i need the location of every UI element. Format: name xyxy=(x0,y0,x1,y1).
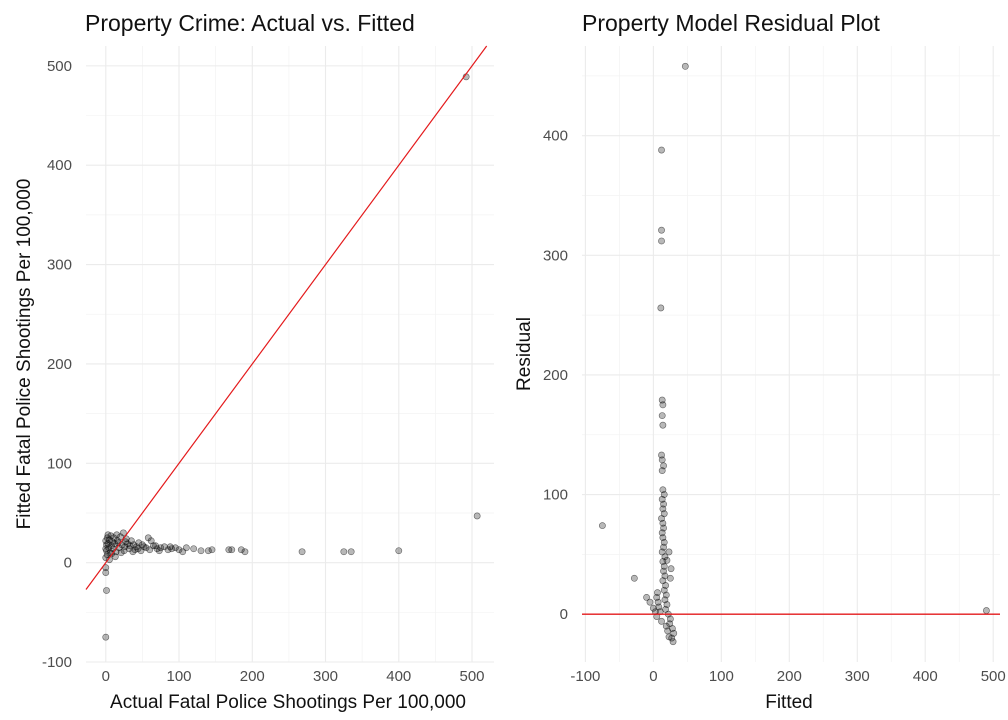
y-axis-label: Residual xyxy=(514,317,535,391)
data-point xyxy=(129,548,137,556)
data-point xyxy=(298,548,306,556)
data-point xyxy=(646,598,654,606)
x-tick-label: 100 xyxy=(709,668,734,685)
data-point xyxy=(117,549,125,557)
data-point xyxy=(179,548,187,556)
data-point xyxy=(197,547,205,555)
data-point xyxy=(649,604,657,612)
x-tick-label: 0 xyxy=(649,668,657,685)
data-point xyxy=(643,594,650,601)
data-point xyxy=(152,542,159,550)
y-tick-label: 100 xyxy=(543,487,568,504)
data-point xyxy=(983,607,990,614)
data-point xyxy=(103,587,110,594)
data-point xyxy=(654,589,661,597)
data-point xyxy=(225,546,233,554)
data-point xyxy=(144,534,152,542)
data-point xyxy=(155,547,163,555)
data-point xyxy=(126,542,134,550)
x-tick-label: 100 xyxy=(167,668,192,685)
data-point xyxy=(111,553,119,561)
data-point xyxy=(667,565,675,573)
data-point xyxy=(395,547,403,555)
x-tick-label: 200 xyxy=(777,668,802,685)
data-point xyxy=(146,546,154,554)
x-axis-label: Actual Fatal Police Shootings Per 100,00… xyxy=(110,692,466,713)
data-point xyxy=(102,537,110,545)
data-point xyxy=(659,421,667,429)
x-tick-label: -100 xyxy=(570,668,600,685)
x-tick-label: 300 xyxy=(845,668,870,685)
data-point xyxy=(657,304,665,312)
data-point xyxy=(658,617,665,625)
data-point xyxy=(662,622,670,630)
data-point xyxy=(666,574,674,582)
data-point xyxy=(658,456,666,464)
data-point xyxy=(663,556,671,564)
grid xyxy=(86,46,494,663)
data-point xyxy=(473,512,481,520)
data-point xyxy=(340,548,348,556)
y-tick-label: 400 xyxy=(47,157,72,174)
residual-panel: Property Model Residual Plot Fitted Resi… xyxy=(514,10,1006,713)
x-tick-label: 400 xyxy=(386,668,411,685)
y-axis-label: Fitted Fatal Police Shootings Per 100,00… xyxy=(14,179,35,530)
chart-title: Property Model Residual Plot xyxy=(582,10,880,36)
data-point xyxy=(122,538,129,546)
data-point xyxy=(659,401,667,409)
data-point xyxy=(175,546,183,554)
data-point xyxy=(658,412,666,419)
y-tick-label: 300 xyxy=(543,247,568,264)
data-point xyxy=(658,237,665,245)
x-tick-label: 200 xyxy=(240,668,265,685)
grid xyxy=(582,46,1000,662)
data-point xyxy=(102,545,110,553)
data-point xyxy=(665,633,673,641)
x-tick-label: 300 xyxy=(313,668,338,685)
y-tick-label: 200 xyxy=(47,356,72,373)
data-point xyxy=(190,545,198,553)
x-tick-label: 500 xyxy=(981,668,1006,685)
data-point xyxy=(134,545,142,553)
data-point xyxy=(204,547,212,555)
chart-title: Property Crime: Actual vs. Fitted xyxy=(85,10,415,36)
data-point xyxy=(104,531,112,539)
data-point xyxy=(658,226,665,234)
y-tick-label: 0 xyxy=(560,606,568,623)
x-tick-label: 500 xyxy=(460,668,485,685)
data-point xyxy=(653,613,661,620)
x-axis-label: Fitted xyxy=(765,692,813,713)
y-tick-label: 400 xyxy=(543,128,568,145)
data-point xyxy=(347,548,355,556)
data-points xyxy=(102,73,481,641)
data-point xyxy=(106,556,113,564)
data-point xyxy=(237,546,245,554)
data-point xyxy=(241,548,249,556)
data-point xyxy=(630,574,638,582)
y-tick-label: 200 xyxy=(543,367,568,384)
y-tick-label: 300 xyxy=(47,257,72,274)
data-point xyxy=(665,548,673,556)
data-points xyxy=(598,62,990,646)
data-point xyxy=(102,633,110,641)
data-point xyxy=(166,543,174,551)
y-tick-label: -100 xyxy=(42,654,72,671)
x-tick-label: 400 xyxy=(913,668,938,685)
data-point xyxy=(658,467,666,475)
data-point xyxy=(658,146,665,154)
data-point xyxy=(669,638,677,646)
data-point xyxy=(102,569,110,576)
data-point xyxy=(598,522,606,530)
x-tick-label: 0 xyxy=(102,668,110,685)
y-tick-label: 0 xyxy=(64,555,72,572)
data-point xyxy=(681,62,689,70)
y-tick-label: 100 xyxy=(47,455,72,472)
actual-vs-fitted-panel: Property Crime: Actual vs. Fitted Actual… xyxy=(14,10,494,713)
data-point xyxy=(140,543,148,551)
identity-reference-line xyxy=(85,45,488,590)
y-tick-label: 500 xyxy=(47,58,72,75)
